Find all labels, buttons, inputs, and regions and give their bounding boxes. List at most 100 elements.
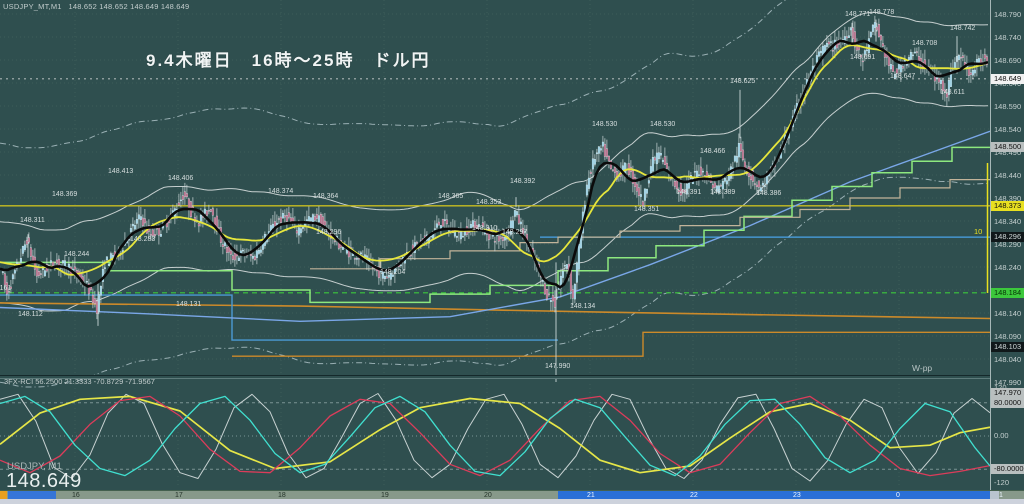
svg-text:148.364: 148.364 — [313, 193, 338, 200]
osc-line-red — [0, 395, 990, 477]
svg-text:148.283: 148.283 — [130, 236, 155, 243]
bollinger-band — [0, 11, 989, 231]
osc-tick: -120 — [994, 478, 1010, 487]
panel-divider[interactable] — [0, 375, 1024, 379]
yellow-ma — [0, 44, 989, 276]
svg-text:148.391: 148.391 — [676, 189, 701, 196]
scrollbar-thumb[interactable] — [8, 491, 56, 500]
svg-text:148.691: 148.691 — [850, 54, 875, 61]
price-tick: 148.090 — [994, 332, 1022, 341]
svg-text:148.413: 148.413 — [108, 168, 133, 175]
swing-labels: 148.311 148.369 148.413 148.406 148.244 148.2… — [0, 9, 975, 370]
indicator-label: 3FX-RCI 56.2500 21.3333 -70.8729 -71.956… — [4, 377, 155, 386]
price-tick: 148.440 — [994, 171, 1022, 180]
price-marker: 148.649 — [991, 74, 1024, 84]
price-tick: 148.390 — [994, 194, 1022, 203]
time-axis[interactable]: 16 17 18 19 20 21 22 23 0 1 — [0, 490, 1024, 500]
envelope-band — [0, 176, 989, 388]
orange-ma-overlay — [0, 302, 990, 320]
tan-step-overlay — [310, 179, 990, 270]
window-bottom-edge — [0, 499, 1024, 504]
price-tick: 148.340 — [994, 217, 1022, 226]
svg-text:148.351: 148.351 — [634, 206, 659, 213]
svg-text:148.771: 148.771 — [845, 11, 870, 18]
svg-text:148.647: 148.647 — [890, 73, 915, 80]
price-tick: 148.140 — [994, 309, 1022, 318]
scrollbar-corner-marker — [0, 491, 7, 500]
hour-label: 19 — [381, 492, 389, 499]
osc-line-cyan — [0, 395, 990, 477]
price-tick: 148.740 — [994, 33, 1022, 42]
price-marker: 148.296 — [991, 232, 1024, 242]
price-marker: 148.184 — [991, 288, 1024, 298]
price-marker: 148.103 — [991, 342, 1024, 352]
osc-tick: 120 — [994, 383, 1007, 392]
svg-text:148.530: 148.530 — [592, 121, 617, 128]
hour-label: 17 — [175, 492, 183, 499]
bollinger-band — [0, 92, 989, 312]
envelope-band — [0, 0, 787, 149]
session-banner: 9.4木曜日 16時～25時 ドル円 — [146, 51, 431, 70]
weekly-pivot-label: W-pp — [912, 363, 932, 373]
svg-text:148.134: 148.134 — [570, 303, 595, 310]
scrollbar-end-button[interactable] — [990, 491, 999, 500]
price-tick: 147.990 — [994, 378, 1022, 387]
osc-level-marker: 80.0000 — [991, 398, 1024, 408]
osc-line-yellow — [0, 395, 990, 474]
price-tick: 148.490 — [994, 148, 1022, 157]
bid-price-display: 148.649 — [6, 470, 82, 492]
svg-text:148.374: 148.374 — [268, 188, 293, 195]
svg-text:148.365: 148.365 — [438, 193, 463, 200]
hour-label: 16 — [72, 492, 80, 499]
lime-step-overlay — [0, 146, 990, 304]
price-tick: 148.590 — [994, 102, 1022, 111]
osc-level-marker: -80.0000 — [991, 464, 1024, 474]
orange-step-overlay — [232, 331, 990, 357]
svg-text:148.244: 148.244 — [64, 251, 89, 258]
hour-label: 22 — [690, 492, 698, 499]
svg-text:148.131: 148.131 — [176, 301, 201, 308]
hour-label: 21 — [587, 492, 595, 499]
svg-text:148.204: 148.204 — [380, 269, 405, 276]
price-axis[interactable]: 148.790148.740148.690148.640148.590148.5… — [990, 0, 1024, 490]
hour-label: 20 — [484, 492, 492, 499]
hour-label: 18 — [278, 492, 286, 499]
hour-label: 0 — [896, 492, 900, 499]
svg-text:148.611: 148.611 — [940, 89, 965, 96]
svg-text:148.161: 148.161 — [0, 285, 11, 292]
svg-text:147.990: 147.990 — [545, 363, 570, 370]
svg-text:148.297: 148.297 — [502, 229, 527, 236]
price-tick: 148.690 — [994, 56, 1022, 65]
price-tick: 148.540 — [994, 125, 1022, 134]
svg-text:148.742: 148.742 — [950, 25, 975, 32]
svg-text:148.466: 148.466 — [700, 148, 725, 155]
symbol-timeframe-label: USDJPY, M1 — [7, 461, 62, 472]
price-tick: 148.290 — [994, 240, 1022, 249]
measure-label: 10 — [974, 227, 982, 236]
black-ma — [0, 39, 989, 290]
price-marker: 148.500 — [991, 142, 1024, 152]
svg-text:148.296: 148.296 — [316, 229, 341, 236]
price-marker: 148.373 — [991, 201, 1024, 211]
blue-ma-overlay — [0, 130, 990, 323]
chart-canvas[interactable]: 148.311 148.369 148.413 148.406 148.244 148.2… — [0, 0, 990, 490]
price-tick: 148.040 — [994, 355, 1022, 364]
indicator-name: 3FX-RCI — [4, 377, 34, 386]
svg-text:148.369: 148.369 — [52, 191, 77, 198]
svg-text:148.530: 148.530 — [650, 121, 675, 128]
svg-text:148.625: 148.625 — [730, 78, 755, 85]
svg-text:148.112: 148.112 — [18, 311, 43, 318]
indicator-values: 56.2500 21.3333 -70.8729 -71.9567 — [35, 377, 155, 386]
scrollbar-selection[interactable] — [558, 491, 990, 500]
svg-text:148.386: 148.386 — [756, 190, 781, 197]
hour-label: 23 — [793, 492, 801, 499]
svg-text:148.392: 148.392 — [510, 178, 535, 185]
price-tick: 148.240 — [994, 263, 1022, 272]
chart-ohlc-readout: USDJPY_MT,M1 148.652 148.652 148.649 148… — [3, 2, 190, 11]
hour-label: 1 — [999, 492, 1003, 499]
osc-line-white — [0, 393, 990, 482]
price-marker: 147.970 — [991, 388, 1024, 398]
svg-text:148.389: 148.389 — [710, 189, 735, 196]
svg-text:148.353: 148.353 — [476, 199, 501, 206]
